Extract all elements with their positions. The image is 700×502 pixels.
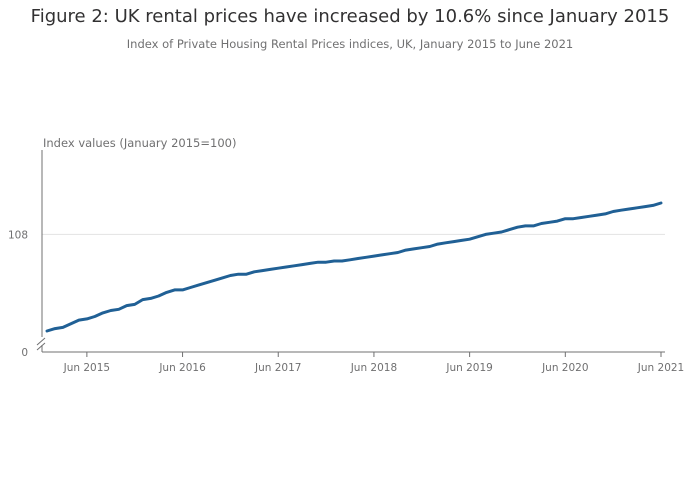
y-tick-label: 0	[21, 347, 28, 359]
axis-break-mark	[36, 337, 46, 346]
x-tick-label: Jun 2018	[350, 362, 397, 374]
x-tick-label: Jun 2020	[541, 362, 588, 374]
x-tick-label: Jun 2017	[254, 362, 301, 374]
chart-title: Figure 2: UK rental prices have increase…	[30, 6, 670, 27]
y-tick-label: 108	[8, 229, 28, 241]
x-tick-label: Jun 2015	[63, 362, 110, 374]
y-axis-label: Index values (January 2015=100)	[43, 136, 236, 150]
series-line	[45, 201, 663, 333]
x-tick-label: Jun 2016	[158, 362, 206, 374]
x-tick-label: Jun 2021	[637, 362, 684, 374]
x-tick-label: Jun 2019	[445, 362, 492, 374]
axis-break-mark	[36, 342, 46, 351]
chart-subtitle: Index of Private Housing Rental Prices i…	[126, 37, 574, 51]
